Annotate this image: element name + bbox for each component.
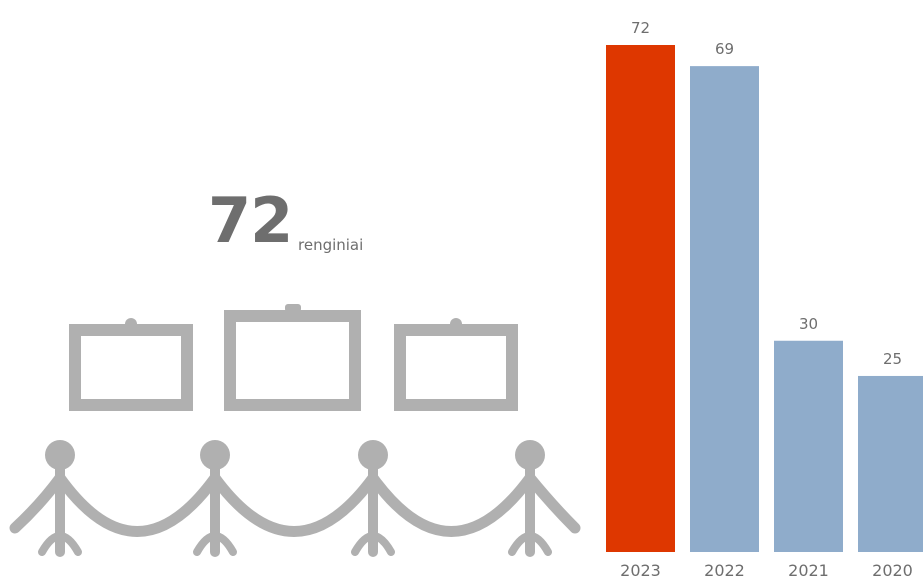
- events-unit-label: renginiai: [298, 236, 364, 254]
- tick-label-2023: 2023: [620, 561, 661, 579]
- post-bases: [38, 532, 552, 556]
- tick-label-2022: 2022: [704, 561, 745, 579]
- data-label-2022: 69: [715, 40, 734, 58]
- bar-2023: [606, 45, 675, 552]
- data-label-2023: 72: [631, 19, 650, 37]
- frame-hooks: [125, 304, 462, 330]
- picture-frame-center: [224, 310, 361, 411]
- data-label-2021: 30: [799, 315, 818, 333]
- bar-2021: [774, 340, 843, 552]
- rope-barrier: [9, 450, 581, 557]
- tick-label-2020: 2020: [872, 561, 913, 579]
- tick-label-2021: 2021: [788, 561, 829, 579]
- data-label-2020: 25: [883, 350, 902, 368]
- events-count: 72: [208, 184, 293, 257]
- bar-2020: [858, 375, 923, 552]
- gallery-exhibition-icon: [9, 304, 581, 557]
- ropes: [9, 472, 581, 537]
- bar-2022: [690, 66, 759, 552]
- post-caps: [45, 440, 545, 470]
